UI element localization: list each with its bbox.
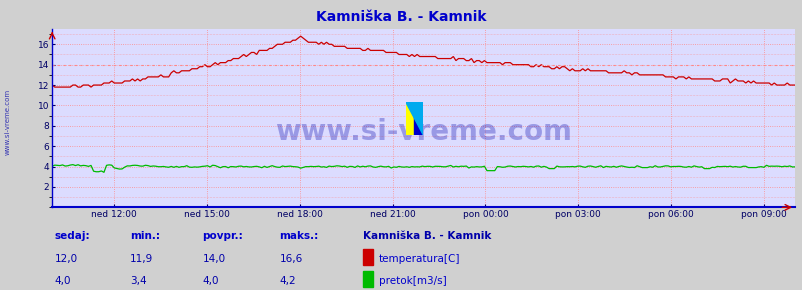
- Text: 4,2: 4,2: [279, 276, 296, 286]
- Text: 14,0: 14,0: [202, 254, 225, 264]
- Text: temperatura[C]: temperatura[C]: [379, 254, 460, 264]
- Text: 4,0: 4,0: [55, 276, 71, 286]
- Text: min.:: min.:: [130, 231, 160, 241]
- Text: sedaj:: sedaj:: [55, 231, 90, 241]
- Text: maks.:: maks.:: [279, 231, 318, 241]
- Text: 4,0: 4,0: [202, 276, 219, 286]
- Bar: [405, 102, 414, 135]
- Text: 12,0: 12,0: [55, 254, 78, 264]
- Text: pretok[m3/s]: pretok[m3/s]: [379, 276, 446, 286]
- Text: Kamniška B. - Kamnik: Kamniška B. - Kamnik: [363, 231, 491, 241]
- Text: povpr.:: povpr.:: [202, 231, 243, 241]
- Text: 3,4: 3,4: [130, 276, 147, 286]
- Text: 16,6: 16,6: [279, 254, 302, 264]
- Text: Kamniška B. - Kamnik: Kamniška B. - Kamnik: [316, 10, 486, 24]
- Text: www.si-vreme.com: www.si-vreme.com: [275, 118, 571, 146]
- Text: 11,9: 11,9: [130, 254, 153, 264]
- Polygon shape: [405, 102, 423, 135]
- Text: www.si-vreme.com: www.si-vreme.com: [5, 89, 11, 155]
- Bar: [414, 102, 423, 135]
